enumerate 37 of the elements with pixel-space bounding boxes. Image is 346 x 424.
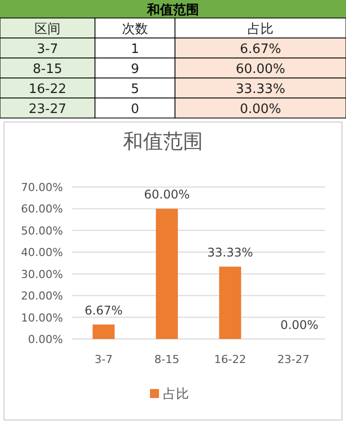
y-tick-label: 0.00% [28,333,63,346]
bar [156,208,178,339]
bar [219,266,242,339]
text: 3-7 [36,42,58,57]
text: 60.00% [236,62,286,77]
text: 0.00% [240,102,282,117]
text: 6.67% [240,42,282,57]
data-label: 6.67% [84,304,123,318]
category-label: 占比 [248,22,274,37]
y-tick-label: 50.00% [21,224,63,238]
x-tick-label: 3-7 [94,353,113,366]
text: 23-27 [28,102,66,117]
text: 0 [130,102,140,117]
y-tick-label: 30.00% [21,268,63,281]
y-tick-label: 70.00% [21,181,63,194]
y-tick-label: 20.00% [21,290,63,303]
data-label: 0.00% [280,318,318,332]
category-label: 次数 [122,22,148,37]
text: 8-15 [32,62,62,77]
text: 和值范围 [146,2,199,18]
text: 16-22 [28,82,66,97]
data-label: 33.33% [207,246,254,260]
bar [92,324,115,339]
text: 1 [130,42,140,57]
category-label: 区间 [34,22,60,37]
text: 9 [130,62,140,77]
text: 5 [130,82,140,97]
legend-label: 占比 [163,387,189,402]
y-tick-label: 10.00% [21,311,63,324]
text: 33.33% [236,82,286,97]
data-label: 60.00% [144,188,190,202]
x-tick-label: 8-15 [154,353,180,366]
y-tick-label: 40.00% [21,246,63,260]
y-tick-label: 60.00% [21,202,63,216]
chart-title: 和值范围 [123,129,203,153]
x-tick-label: 23-27 [277,353,310,366]
x-tick-label: 16-22 [214,353,246,366]
